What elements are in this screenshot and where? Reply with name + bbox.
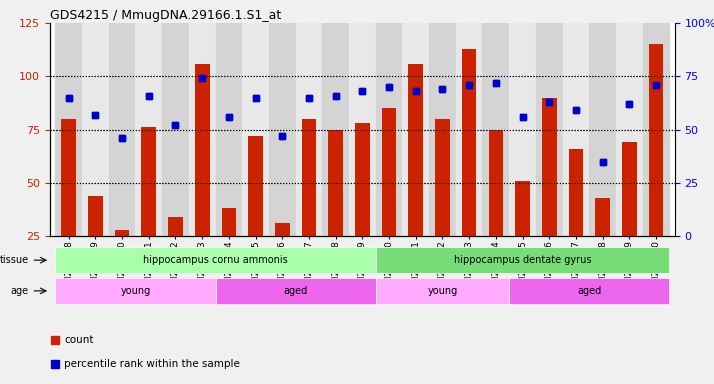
Bar [542, 98, 557, 290]
Bar [88, 196, 103, 290]
Bar [649, 44, 663, 290]
Bar [488, 130, 503, 290]
Bar [649, 44, 663, 290]
Bar [462, 49, 476, 290]
Bar [536, 23, 563, 236]
Text: percentile rank within the sample: percentile rank within the sample [64, 359, 240, 369]
Bar [301, 119, 316, 290]
Bar [328, 130, 343, 290]
Bar [643, 23, 670, 236]
Bar [408, 63, 423, 290]
Bar [162, 23, 188, 236]
Bar [349, 23, 376, 236]
Bar [622, 142, 637, 290]
Text: hippocampus cornu ammonis: hippocampus cornu ammonis [143, 255, 288, 265]
Bar [82, 23, 109, 236]
Bar [622, 142, 637, 290]
Text: young: young [120, 286, 151, 296]
Bar [435, 119, 450, 290]
Bar [55, 247, 376, 273]
Text: young: young [427, 286, 458, 296]
Bar [568, 149, 583, 290]
Text: hippocampus dentate gyrus: hippocampus dentate gyrus [454, 255, 591, 265]
Bar [242, 23, 269, 236]
Bar [616, 23, 643, 236]
Bar [168, 217, 183, 290]
Bar [195, 63, 209, 290]
Bar [55, 23, 82, 236]
Bar [509, 23, 536, 236]
Bar [141, 127, 156, 290]
Bar [408, 63, 423, 290]
Bar [516, 181, 530, 290]
Text: age: age [11, 286, 29, 296]
Bar [269, 23, 296, 236]
Bar [216, 278, 376, 304]
Bar [403, 23, 429, 236]
Bar [595, 198, 610, 290]
Bar [483, 23, 509, 236]
Bar [109, 23, 136, 236]
Bar [136, 23, 162, 236]
Bar [301, 119, 316, 290]
Bar [221, 209, 236, 290]
Bar [376, 247, 670, 273]
Bar [382, 108, 396, 290]
Bar [216, 23, 242, 236]
Text: tissue: tissue [0, 255, 29, 265]
Bar [275, 223, 290, 290]
Bar [429, 23, 456, 236]
Bar [595, 198, 610, 290]
Bar [516, 181, 530, 290]
Bar [589, 23, 616, 236]
Bar [195, 63, 209, 290]
Bar [355, 123, 370, 290]
Bar [221, 209, 236, 290]
Text: GDS4215 / MmugDNA.29166.1.S1_at: GDS4215 / MmugDNA.29166.1.S1_at [50, 9, 281, 22]
Bar [328, 130, 343, 290]
Bar [456, 23, 483, 236]
Bar [542, 98, 557, 290]
Bar [435, 119, 450, 290]
Bar [61, 119, 76, 290]
Bar [115, 230, 129, 290]
Bar [188, 23, 216, 236]
Bar [355, 123, 370, 290]
Bar [248, 136, 263, 290]
Bar [115, 230, 129, 290]
Bar [488, 130, 503, 290]
Bar [248, 136, 263, 290]
Bar [296, 23, 322, 236]
Bar [509, 278, 670, 304]
Bar [376, 23, 403, 236]
Bar [382, 108, 396, 290]
Bar [275, 223, 290, 290]
Bar [141, 127, 156, 290]
Bar [322, 23, 349, 236]
Text: aged: aged [577, 286, 601, 296]
Bar [168, 217, 183, 290]
Bar [61, 119, 76, 290]
Bar [568, 149, 583, 290]
Bar [88, 196, 103, 290]
Text: aged: aged [283, 286, 308, 296]
Bar [563, 23, 589, 236]
Bar [462, 49, 476, 290]
Text: count: count [64, 335, 94, 345]
Bar [376, 278, 509, 304]
Bar [55, 278, 216, 304]
